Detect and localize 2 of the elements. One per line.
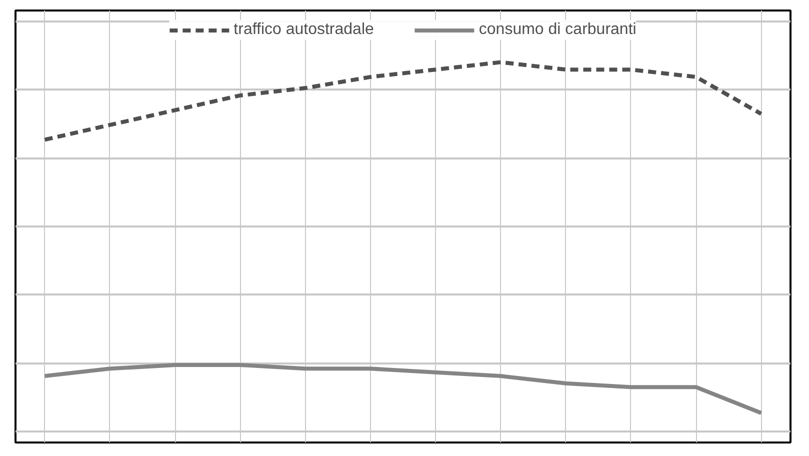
legend-label: traffico autostradale [234,21,374,39]
legend-label: consumo di carburanti [478,21,636,39]
